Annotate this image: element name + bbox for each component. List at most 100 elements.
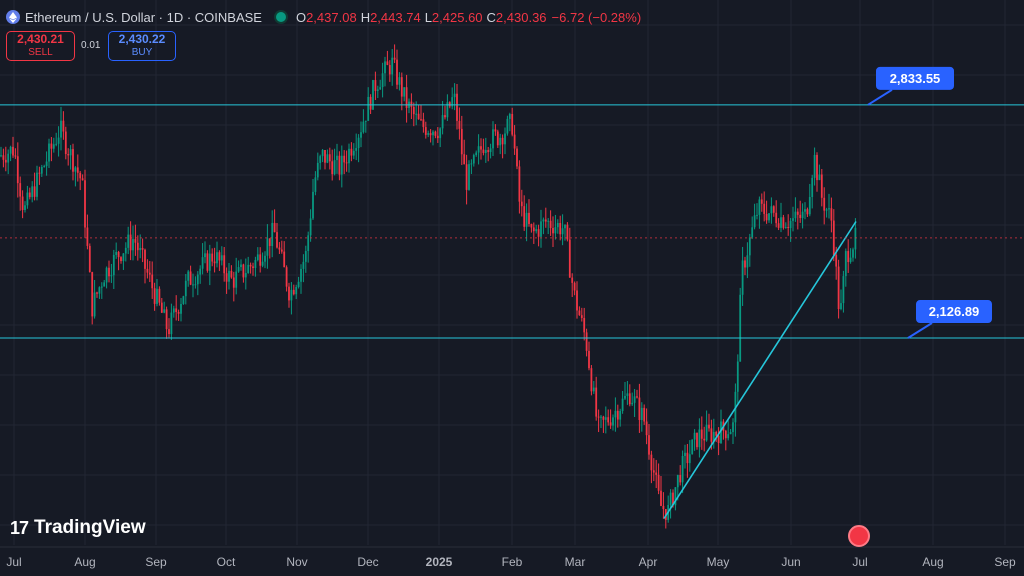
candle-body (691, 439, 694, 455)
candle-body (86, 227, 89, 246)
candle-body (237, 267, 240, 272)
candle-body (609, 422, 612, 426)
candle-body (796, 211, 799, 215)
candle-body (487, 150, 490, 153)
candle-body (840, 303, 842, 310)
candle-body (453, 93, 456, 98)
trendline[interactable] (663, 221, 857, 519)
candle-body (789, 220, 792, 228)
level-label-upper[interactable]: 2,833.55 (867, 66, 954, 106)
candle-body (765, 213, 768, 221)
candle-body (739, 294, 742, 362)
candle-body (804, 209, 806, 212)
candle-body (259, 254, 262, 266)
candle-body (124, 247, 127, 254)
candle-body (775, 212, 778, 224)
level-label-lower[interactable]: 2,126.89 (907, 300, 992, 339)
candle-body (684, 452, 686, 456)
x-tick-label: Apr (639, 555, 658, 569)
candle-body (384, 61, 386, 74)
candle-body (578, 310, 581, 316)
candle-body (38, 172, 41, 174)
candle-body (782, 217, 785, 228)
candle-body (67, 154, 70, 156)
candle-body (513, 134, 516, 149)
candle-body (636, 396, 638, 398)
tradingview-logo[interactable]: 17 TradingView (10, 516, 146, 540)
candle-body (19, 183, 22, 197)
candle-body (830, 208, 833, 221)
candle-body (300, 268, 302, 282)
candle-body (112, 254, 115, 276)
sell-button[interactable]: 2,430.21 SELL (6, 31, 75, 61)
candle-body (175, 308, 178, 313)
candle-body (576, 290, 578, 311)
candle-body (434, 131, 437, 136)
level-label-text: 2,833.55 (890, 71, 941, 86)
candle-body (600, 416, 602, 418)
ohlc-high: 2,443.74 (370, 9, 421, 25)
x-tick-label: Aug (922, 555, 943, 569)
candle-body (60, 120, 62, 138)
buy-button[interactable]: 2,430.22 BUY (108, 31, 176, 61)
candle-body (88, 245, 91, 273)
candle-body (31, 186, 34, 198)
x-tick-label: Sep (994, 555, 1016, 569)
candle-body (621, 398, 624, 412)
candle-body (508, 114, 511, 119)
candle-body (4, 159, 7, 163)
candle-body (518, 166, 521, 202)
candle-body (340, 155, 343, 175)
candle-body (218, 252, 221, 261)
candle-body (813, 154, 816, 178)
candle-body (16, 156, 19, 184)
candle-body (561, 228, 564, 235)
candle-body (852, 249, 854, 258)
level-label-pointer (907, 322, 933, 339)
candle-body (837, 266, 840, 310)
candle-body (552, 227, 554, 234)
candle-body (326, 154, 329, 163)
candle-body (501, 137, 504, 145)
candle-body (115, 252, 118, 255)
candle-body (148, 272, 151, 275)
candle-body (758, 199, 761, 215)
candle-body (374, 80, 377, 91)
tradingview-icon: 17 (10, 517, 29, 538)
candle-body (100, 286, 103, 288)
candle-body (468, 164, 470, 190)
candle-body (540, 221, 542, 237)
candle-body (672, 492, 674, 506)
candle-body (184, 280, 187, 297)
candle-body (820, 174, 823, 198)
candle-body (499, 137, 502, 146)
symbol-title[interactable]: Ethereum / U.S. Dollar · 1D · COINBASE (25, 9, 262, 25)
x-tick-label: Feb (502, 555, 523, 569)
candle-body (151, 274, 154, 289)
candle-body (79, 172, 82, 179)
candle-body (631, 402, 634, 405)
candle-body (40, 166, 43, 174)
candle-body (228, 270, 230, 282)
candle-body (369, 96, 372, 110)
candle-body (703, 438, 706, 441)
candle-body (436, 135, 439, 139)
candle-body (28, 192, 31, 198)
ohlc-open-label: O (295, 9, 307, 25)
candle-body (602, 416, 605, 420)
candles (0, 44, 857, 529)
candle-body (429, 133, 432, 136)
candle-body (225, 273, 228, 282)
candle-body (201, 257, 204, 269)
candle-body (127, 234, 130, 248)
candle-body (247, 264, 250, 274)
candle-body (768, 213, 770, 221)
x-tick-label: Aug (74, 555, 95, 569)
x-axis[interactable]: Jul Aug Sep Oct Nov Dec 2025 Feb Mar Apr May Jun Jul… (0, 546, 1024, 569)
x-tick-label: Oct (217, 555, 236, 569)
us-flag-icon[interactable] (848, 525, 870, 547)
candle-body (348, 148, 350, 164)
candle-body (220, 255, 223, 261)
candle-body (288, 286, 290, 301)
